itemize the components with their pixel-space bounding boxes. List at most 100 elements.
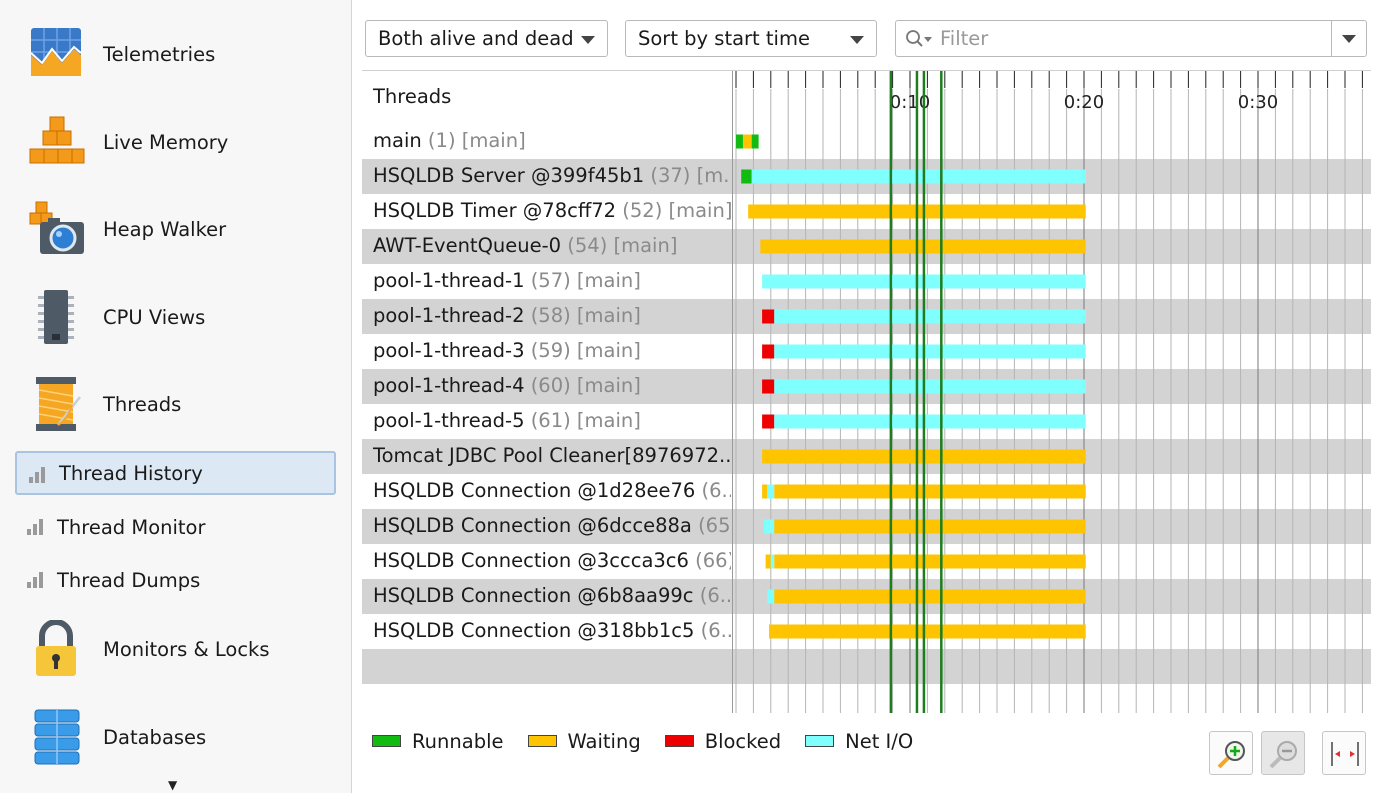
chevron-down-icon [1342,35,1356,43]
thread-state-bar [763,519,775,534]
thread-state-bar [767,589,775,604]
zoom-in-button[interactable] [1209,731,1253,775]
sidebar-item-label: Telemetries [103,42,216,66]
table-row[interactable]: HSQLDB Connection @1d28ee76 (6... [362,474,1371,509]
thread-state-bar [751,134,759,149]
thread-state-bar [774,309,1086,324]
axis-tick-label: 0:20 [1064,92,1104,113]
thread-name-cell: pool-1-thread-5 (61) [main] [373,409,641,432]
sidebar-item-thread-history[interactable]: Thread History [15,451,336,495]
sidebar-item-threads[interactable]: Threads [0,364,352,444]
thread-state-bar [741,169,752,184]
table-row[interactable]: HSQLDB Timer @78cff72 (52) [main] [362,194,1371,229]
thread-name-cell: HSQLDB Server @399f45b1 (37) [m... [373,164,731,187]
thread-name-cell: main (1) [main] [373,129,526,152]
sidebar-item-label: Databases [103,725,207,749]
filter-field [895,20,1367,57]
timeline-chart[interactable]: 0:10 0:20 0:30 [733,71,1371,713]
heap-walker-icon [29,201,84,254]
bar-chart-icon [27,519,43,535]
telemetries-icon [30,28,82,76]
thread-timeline[interactable]: 0:10 0:20 0:30 [733,71,1371,713]
sidebar-item-cpu-views[interactable]: CPU Views [0,277,352,357]
fit-width-icon [1331,742,1359,766]
sidebar-item-label: Monitors & Locks [103,637,270,661]
thread-state-bar [774,379,1086,394]
sidebar-item-label: CPU Views [103,305,206,329]
thread-filter-dropdown[interactable]: Both alive and dead [365,20,608,57]
thread-name-cell: pool-1-thread-4 (60) [main] [373,374,641,397]
table-row[interactable]: HSQLDB Connection @3ccca3c6 (66)... [362,544,1371,579]
table-row[interactable]: pool-1-thread-5 (61) [main] [362,404,1371,439]
legend-swatch [372,735,401,747]
search-icon [906,30,932,47]
thread-name-cell: Tomcat JDBC Pool Cleaner[8976972... [373,444,731,467]
sidebar: Telemetries Live Memory Heap Walker [0,0,352,793]
legend-label: Waiting [567,729,641,753]
zoom-out-icon [1269,741,1297,769]
thread-state-bar [769,624,1086,639]
sidebar-item-monitors-locks[interactable]: Monitors & Locks [0,609,352,689]
filter-input[interactable] [938,25,1318,52]
thread-state-bar [774,519,1086,534]
sort-value: Sort by start time [638,27,810,50]
sidebar-item-heap-walker[interactable]: Heap Walker [0,189,352,269]
table-row[interactable]: HSQLDB Connection @318bb1c5 (6... [362,614,1371,649]
empty-row [362,649,1371,684]
sidebar-item-thread-monitor[interactable]: Thread Monitor [15,505,336,549]
column-divider[interactable] [732,71,733,713]
thread-state-bar [762,379,775,394]
scroll-down-icon[interactable]: ▼ [168,778,178,792]
database-icon [34,709,80,765]
toolbar-divider [362,70,1371,71]
filter-options-button[interactable] [1331,21,1366,56]
threads-icon [36,377,81,431]
legend-swatch [527,735,557,747]
thread-state-bar [762,344,775,359]
sidebar-item-label: Thread Dumps [57,568,201,592]
thread-state-bar [770,554,775,569]
axis-tick-label: 0:30 [1238,92,1278,113]
thread-state-bar [751,169,1086,184]
thread-state-bar [774,589,1086,604]
sidebar-item-label: Thread Monitor [57,515,206,539]
thread-state-bar [762,484,768,499]
bar-chart-icon [27,572,43,588]
sidebar-item-thread-dumps[interactable]: Thread Dumps [15,558,336,602]
thread-state-bar [774,344,1086,359]
sidebar-item-databases[interactable]: Databases [0,697,352,777]
axis-tick-label: 0:10 [890,92,930,113]
fit-width-button[interactable] [1322,731,1366,775]
thread-name-cell: HSQLDB Connection @6b8aa99c (6... [373,584,731,607]
thread-rows: main (1) [main] HSQLDB Server @399f45b1 … [362,124,1371,684]
legend-netio: Net I/O [805,730,913,753]
thread-name-cell: HSQLDB Connection @3ccca3c6 (66)... [373,549,731,572]
legend-runnable: Runnable [372,730,504,753]
thread-name-cell: HSQLDB Connection @6dcce88a (65)... [373,514,731,537]
sidebar-item-telemetries[interactable]: Telemetries [0,14,352,94]
cpu-views-icon [38,290,74,344]
sidebar-item-label: Thread History [59,461,203,485]
thread-state-bar [765,554,771,569]
table-row[interactable]: pool-1-thread-1 (57) [main] [362,264,1371,299]
thread-name-cell: HSQLDB Timer @78cff72 (52) [main] [373,199,731,222]
chevron-down-icon [850,36,864,44]
legend-swatch [664,735,694,747]
thread-filter-value: Both alive and dead [378,27,574,50]
sidebar-item-label: Threads [103,392,182,416]
sidebar-item-live-memory[interactable]: Live Memory [0,102,352,182]
table-row[interactable]: pool-1-thread-3 (59) [main] [362,334,1371,369]
legend-waiting: Waiting [527,729,641,753]
thread-state-bar [762,309,775,324]
zoom-out-button[interactable] [1261,731,1305,775]
thread-name-cell: pool-1-thread-3 (59) [main] [373,339,641,362]
legend-label: Blocked [704,729,782,753]
thread-state-bar [736,134,743,149]
thread-state-bar [767,484,775,499]
padlock-icon [36,620,76,676]
thread-name-cell: pool-1-thread-1 (57) [main] [373,269,641,292]
legend-swatch [805,735,835,747]
legend-label: Net I/O [845,729,914,753]
sort-dropdown[interactable]: Sort by start time [625,20,877,57]
table-row[interactable]: main (1) [main] [362,124,1371,159]
